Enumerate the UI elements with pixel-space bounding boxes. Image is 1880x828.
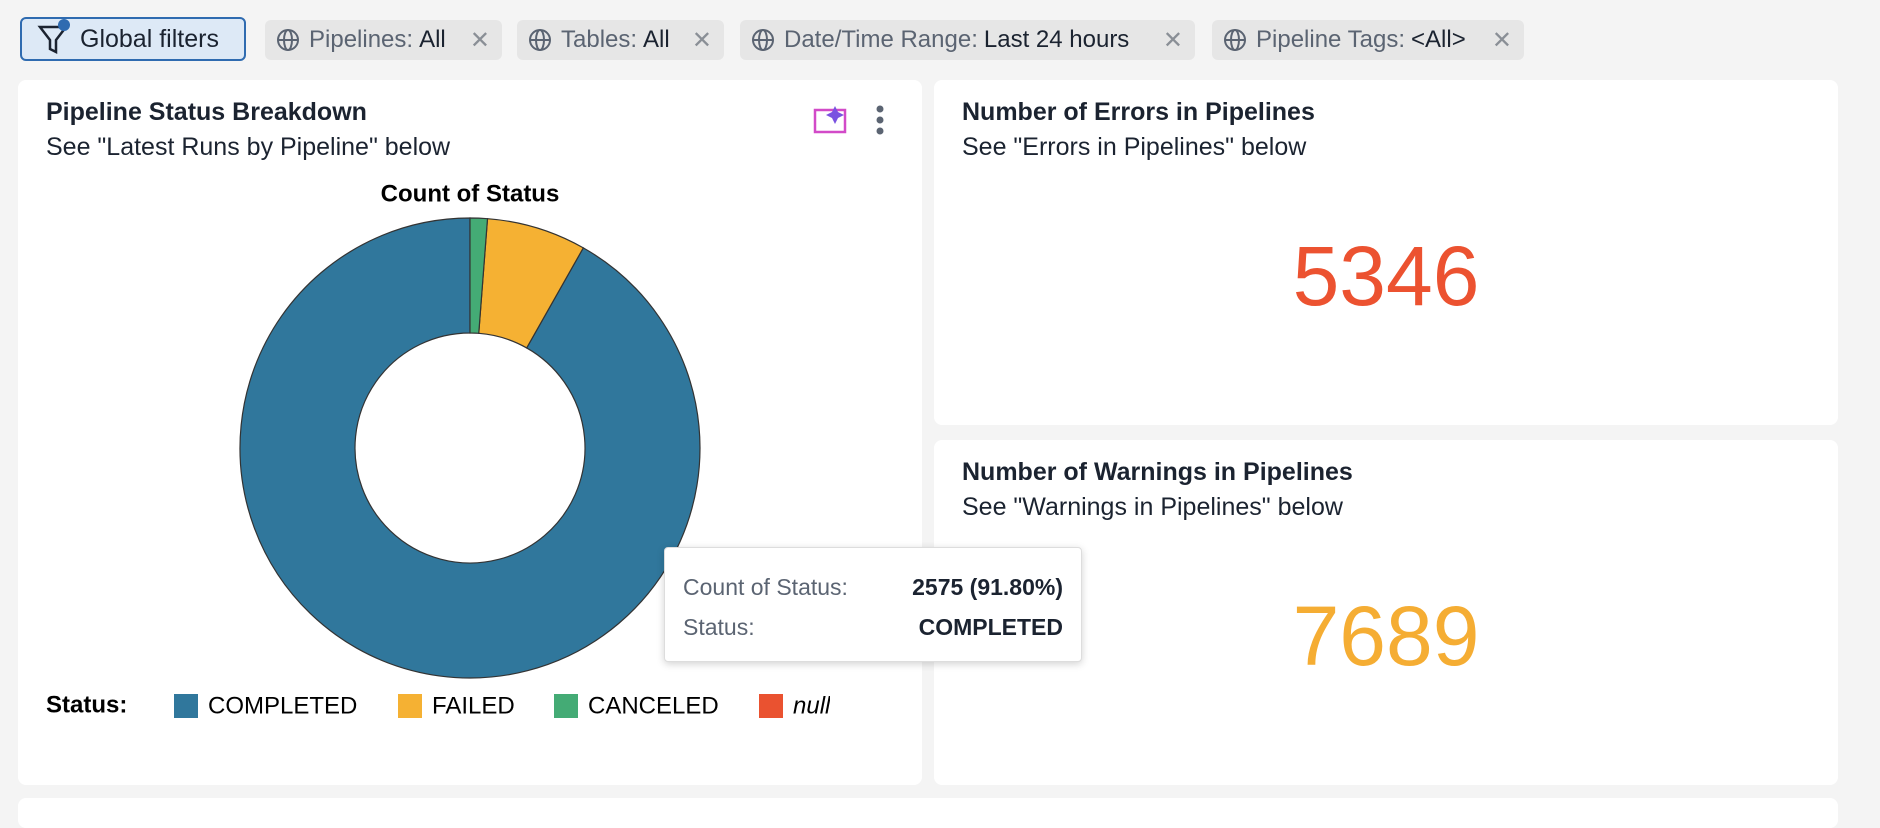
chip-value: All xyxy=(643,26,670,53)
warnings-card: Number of Warnings in Pipelines See "War… xyxy=(934,440,1838,785)
chip-remove[interactable]: ✕ xyxy=(1491,26,1512,54)
card-subtitle: See "Warnings in Pipelines" below xyxy=(962,493,1343,521)
legend-title: Status: xyxy=(46,691,127,718)
chip-label: Pipeline Tags: xyxy=(1256,26,1405,53)
globe-icon xyxy=(277,29,299,51)
counter-value: 7689 xyxy=(1292,589,1480,683)
legend-swatch xyxy=(398,694,422,718)
legend-label: FAILED xyxy=(432,692,515,719)
tooltip-status: COMPLETED xyxy=(918,614,1063,640)
card-title: Number of Errors in Pipelines xyxy=(962,98,1315,126)
tooltip: Count of Status: 2575 (91.80%) Status: C… xyxy=(664,547,1082,662)
button-label: Global filters xyxy=(80,24,219,53)
errors-card: Number of Errors in Pipelines See "Error… xyxy=(934,80,1838,425)
globe-icon xyxy=(1224,29,1246,51)
chip-label: Tables: xyxy=(561,26,638,53)
chart-title: Count of Status xyxy=(381,180,560,207)
pie-slice xyxy=(239,217,701,679)
pie-chart: Count of Status Status: COMPLETED FAILED CA… xyxy=(46,180,831,719)
legend-label: COMPLETED xyxy=(208,692,357,719)
card-title: Number of Warnings in Pipelines xyxy=(962,458,1353,486)
legend-swatch xyxy=(554,694,578,718)
filter-chip[interactable]: Date/Time Range: Last 24 hours ✕ xyxy=(740,20,1195,60)
card-icons[interactable] xyxy=(813,104,913,140)
filter-chip[interactable]: Tables: All ✕ xyxy=(517,20,724,60)
global-filters-button[interactable]: Global filters xyxy=(20,17,246,61)
pie-slice xyxy=(469,217,489,334)
chip-value: Last 24 hours xyxy=(983,26,1130,53)
card-subtitle: See "Errors in Pipelines" below xyxy=(962,133,1307,161)
chip-label: Date/Time Range: xyxy=(784,26,978,53)
chip-value: <All> xyxy=(1411,26,1466,53)
card-title: Pipeline Status Breakdown xyxy=(46,98,367,126)
chip-label: Pipelines: xyxy=(309,26,414,53)
card-subtitle: See "Latest Runs by Pipeline" below xyxy=(46,133,451,161)
counter-value: 5346 xyxy=(1292,229,1480,323)
legend-swatch xyxy=(174,694,198,718)
legend-label: CANCELED xyxy=(588,692,719,719)
legend: COMPLETED FAILED CANCELED null xyxy=(174,692,831,719)
legend-swatch xyxy=(759,694,783,718)
chip-remove[interactable]: ✕ xyxy=(469,26,490,54)
filter-chip[interactable]: Pipelines: All ✕ xyxy=(265,20,502,60)
filter-icon xyxy=(37,19,70,55)
next-card xyxy=(18,798,1838,828)
tooltip-label: Status: xyxy=(683,614,755,640)
legend-label: null xyxy=(793,692,831,719)
filter-chip[interactable]: Pipeline Tags: <All> ✕ xyxy=(1212,20,1524,60)
chip-remove[interactable]: ✕ xyxy=(1162,26,1183,54)
tooltip-value: 2575 (91.80%) xyxy=(912,574,1063,600)
chip-remove[interactable]: ✕ xyxy=(691,26,712,54)
globe-icon xyxy=(752,29,774,51)
tooltip-label: Count of Status: xyxy=(683,574,848,600)
globe-icon xyxy=(529,29,551,51)
chip-value: All xyxy=(419,26,446,53)
